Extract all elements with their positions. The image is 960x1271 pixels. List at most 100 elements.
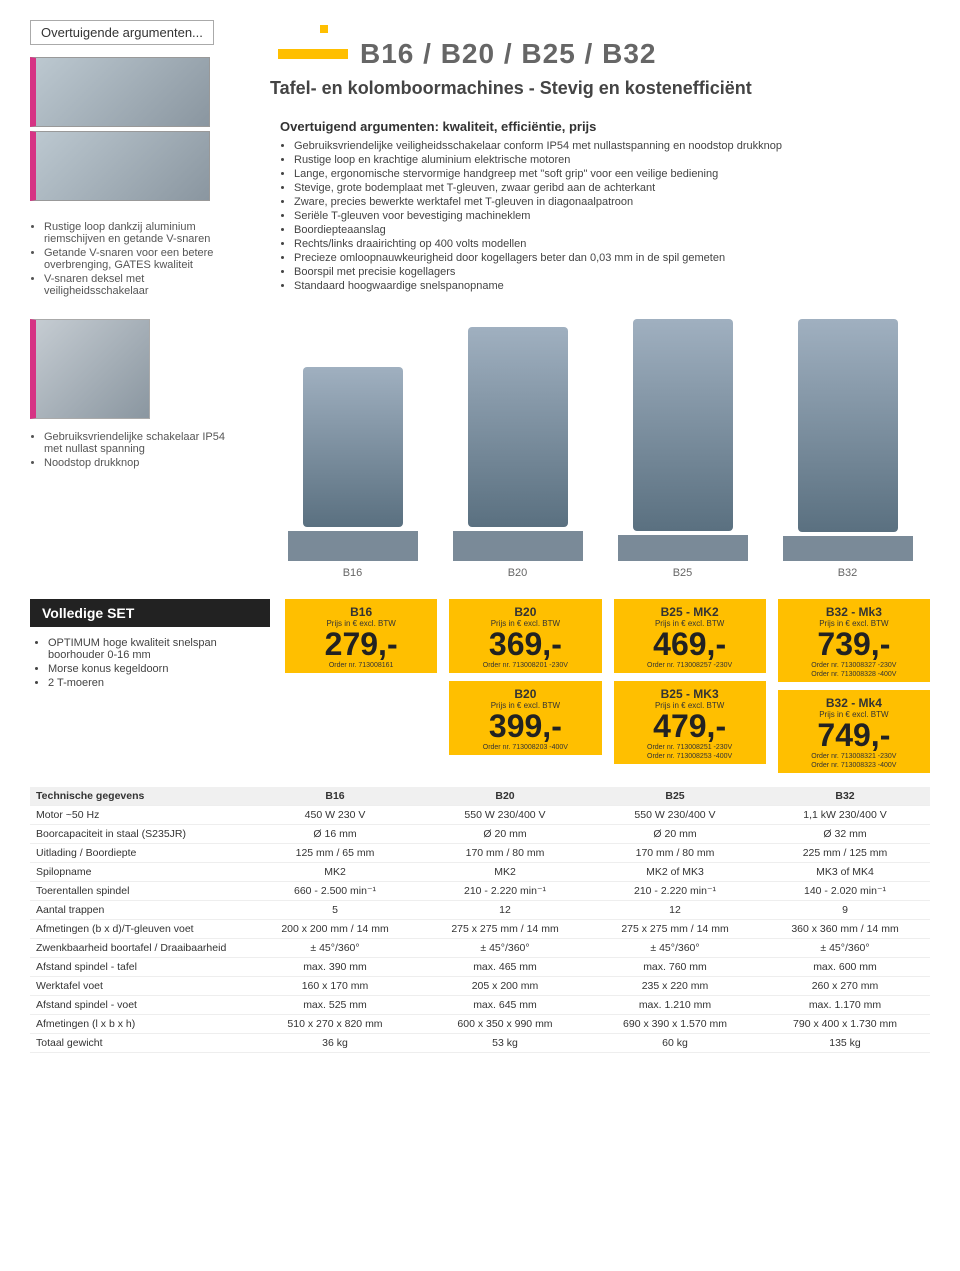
spec-cell: ± 45°/360° xyxy=(250,939,420,958)
spec-cell: 510 x 270 x 820 mm xyxy=(250,1015,420,1034)
machine-b25: B25 xyxy=(608,319,758,579)
spec-cell: 360 x 360 mm / 14 mm xyxy=(760,920,930,939)
price-card: B16Prijs in € excl. BTW279,-Order nr. 71… xyxy=(285,599,437,673)
spec-cell: 12 xyxy=(590,901,760,920)
machine-shape xyxy=(633,319,733,531)
machine-label: B16 xyxy=(343,567,363,579)
spec-cell: max. 1.210 mm xyxy=(590,996,760,1015)
order-number: Order nr. 713008321 -230V xyxy=(786,753,922,760)
spec-row-label: Boorcapaciteit in staal (S235JR) xyxy=(30,825,250,844)
machine-base xyxy=(618,535,748,561)
spec-cell: 200 x 200 mm / 14 mm xyxy=(250,920,420,939)
argument-item: Standaard hoogwaardige snelspanopname xyxy=(294,280,930,292)
spec-cell: max. 465 mm xyxy=(420,958,590,977)
set-title: Volledige SET xyxy=(30,599,270,627)
machine-shape xyxy=(798,319,898,532)
table-row: Motor ~50 Hz450 W 230 V550 W 230/400 V55… xyxy=(30,806,930,825)
spec-column-header: B16 xyxy=(250,787,420,806)
spec-cell: Ø 20 mm xyxy=(590,825,760,844)
spec-cell: 275 x 275 mm / 14 mm xyxy=(590,920,760,939)
spec-cell: max. 600 mm xyxy=(760,958,930,977)
machine-label: B32 xyxy=(838,567,858,579)
price-column: B32 - Mk3Prijs in € excl. BTW739,-Order … xyxy=(778,599,930,773)
left-bullets-1: Rustige loop dankzij aluminium riemschij… xyxy=(30,221,230,297)
spec-cell: 275 x 275 mm / 14 mm xyxy=(420,920,590,939)
left-bullet-item: Gebruiksvriendelijke schakelaar IP54 met… xyxy=(44,431,230,455)
spec-cell: 210 - 2.220 min⁻¹ xyxy=(420,882,590,901)
spec-cell: Ø 20 mm xyxy=(420,825,590,844)
price-name: B32 - Mk3 xyxy=(786,605,922,619)
spec-cell: 660 - 2.500 min⁻¹ xyxy=(250,882,420,901)
table-row: Boorcapaciteit in staal (S235JR)Ø 16 mmØ… xyxy=(30,825,930,844)
left-bullet-item: Getande V-snaren voor een betere overbre… xyxy=(44,247,230,271)
price-grid: B16Prijs in € excl. BTW279,-Order nr. 71… xyxy=(285,599,930,773)
spec-cell: max. 1.170 mm xyxy=(760,996,930,1015)
set-box: Volledige SET OPTIMUM hoge kwaliteit sne… xyxy=(30,599,270,773)
spec-cell: 1,1 kW 230/400 V xyxy=(760,806,930,825)
accent-dot xyxy=(320,25,328,33)
table-row: Totaal gewicht36 kg53 kg60 kg135 kg xyxy=(30,1034,930,1053)
spec-cell: MK2 xyxy=(250,863,420,882)
spec-row-label: Motor ~50 Hz xyxy=(30,806,250,825)
argument-item: Zware, precies bewerkte werktafel met T-… xyxy=(294,196,930,208)
spec-cell: max. 760 mm xyxy=(590,958,760,977)
spec-cell: 205 x 200 mm xyxy=(420,977,590,996)
spec-header-label: Technische gegevens xyxy=(30,787,250,806)
order-number: Order nr. 713008201 -230V xyxy=(457,662,593,669)
spec-row-label: Spilopname xyxy=(30,863,250,882)
argument-item: Boordiepteaanslag xyxy=(294,224,930,236)
spec-cell: 690 x 390 x 1.570 mm xyxy=(590,1015,760,1034)
spec-cell: ± 45°/360° xyxy=(760,939,930,958)
spec-cell: 260 x 270 mm xyxy=(760,977,930,996)
price-name: B20 xyxy=(457,605,593,619)
machine-shape xyxy=(303,367,403,527)
spec-column-header: B20 xyxy=(420,787,590,806)
price-card: B32 - Mk4Prijs in € excl. BTW749,-Order … xyxy=(778,690,930,773)
machine-shape xyxy=(468,327,568,527)
spec-cell: 550 W 230/400 V xyxy=(420,806,590,825)
spec-cell: 125 mm / 65 mm xyxy=(250,844,420,863)
spec-row-label: Totaal gewicht xyxy=(30,1034,250,1053)
main-title: B16 / B20 / B25 / B32 xyxy=(360,38,656,70)
table-row: Zwenkbaarheid boortafel / Draaibaarheid±… xyxy=(30,939,930,958)
spec-row-label: Afstand spindel - voet xyxy=(30,996,250,1015)
spec-cell: 790 x 400 x 1.730 mm xyxy=(760,1015,930,1034)
table-row: SpilopnameMK2MK2MK2 of MK3MK3 of MK4 xyxy=(30,863,930,882)
set-list: OPTIMUM hoge kwaliteit snelspan boorhoud… xyxy=(30,627,270,701)
spec-cell: 170 mm / 80 mm xyxy=(590,844,760,863)
machine-b32: B32 xyxy=(773,319,923,579)
spec-row-label: Toerentallen spindel xyxy=(30,882,250,901)
price-value: 479,- xyxy=(622,710,758,742)
machine-base xyxy=(453,531,583,561)
accent-bar xyxy=(278,49,348,59)
spec-row-label: Afmetingen (l x b x h) xyxy=(30,1015,250,1034)
machine-base xyxy=(288,531,418,561)
price-value: 369,- xyxy=(457,628,593,660)
spec-table: Technische gegevensB16B20B25B32Motor ~50… xyxy=(30,787,930,1053)
argument-item: Stevige, grote bodemplaat met T-gleuven,… xyxy=(294,182,930,194)
product-thumb-2 xyxy=(30,131,210,201)
spec-cell: 600 x 350 x 990 mm xyxy=(420,1015,590,1034)
table-row: Afstand spindel - voetmax. 525 mmmax. 64… xyxy=(30,996,930,1015)
price-card: B20Prijs in € excl. BTW369,-Order nr. 71… xyxy=(449,599,601,673)
price-card: B25 - MK3Prijs in € excl. BTW479,-Order … xyxy=(614,681,766,764)
spec-cell: 5 xyxy=(250,901,420,920)
product-thumb-3 xyxy=(30,319,150,419)
spec-cell: 225 mm / 125 mm xyxy=(760,844,930,863)
order-number: Order nr. 713008327 -230V xyxy=(786,662,922,669)
spec-row-label: Uitlading / Boordiepte xyxy=(30,844,250,863)
argument-item: Boorspil met precisie kogellagers xyxy=(294,266,930,278)
spec-row-label: Afstand spindel - tafel xyxy=(30,958,250,977)
spec-row-label: Zwenkbaarheid boortafel / Draaibaarheid xyxy=(30,939,250,958)
set-list-item: OPTIMUM hoge kwaliteit snelspan boorhoud… xyxy=(48,637,270,661)
machine-b16: B16 xyxy=(278,319,428,579)
order-number: Order nr. 713008323 -400V xyxy=(786,762,922,769)
argument-item: Seriële T-gleuven voor bevestiging machi… xyxy=(294,210,930,222)
spec-cell: 53 kg xyxy=(420,1034,590,1053)
left-bullet-item: V-snaren deksel met veiligheidsschakelaa… xyxy=(44,273,230,297)
order-number: Order nr. 713008253 -400V xyxy=(622,753,758,760)
argument-item: Gebruiksvriendelijke veiligheidsschakela… xyxy=(294,140,930,152)
arguments-title: Overtuigend argumenten: kwaliteit, effic… xyxy=(280,119,930,134)
spec-cell: 450 W 230 V xyxy=(250,806,420,825)
order-number: Order nr. 713008257 -230V xyxy=(622,662,758,669)
